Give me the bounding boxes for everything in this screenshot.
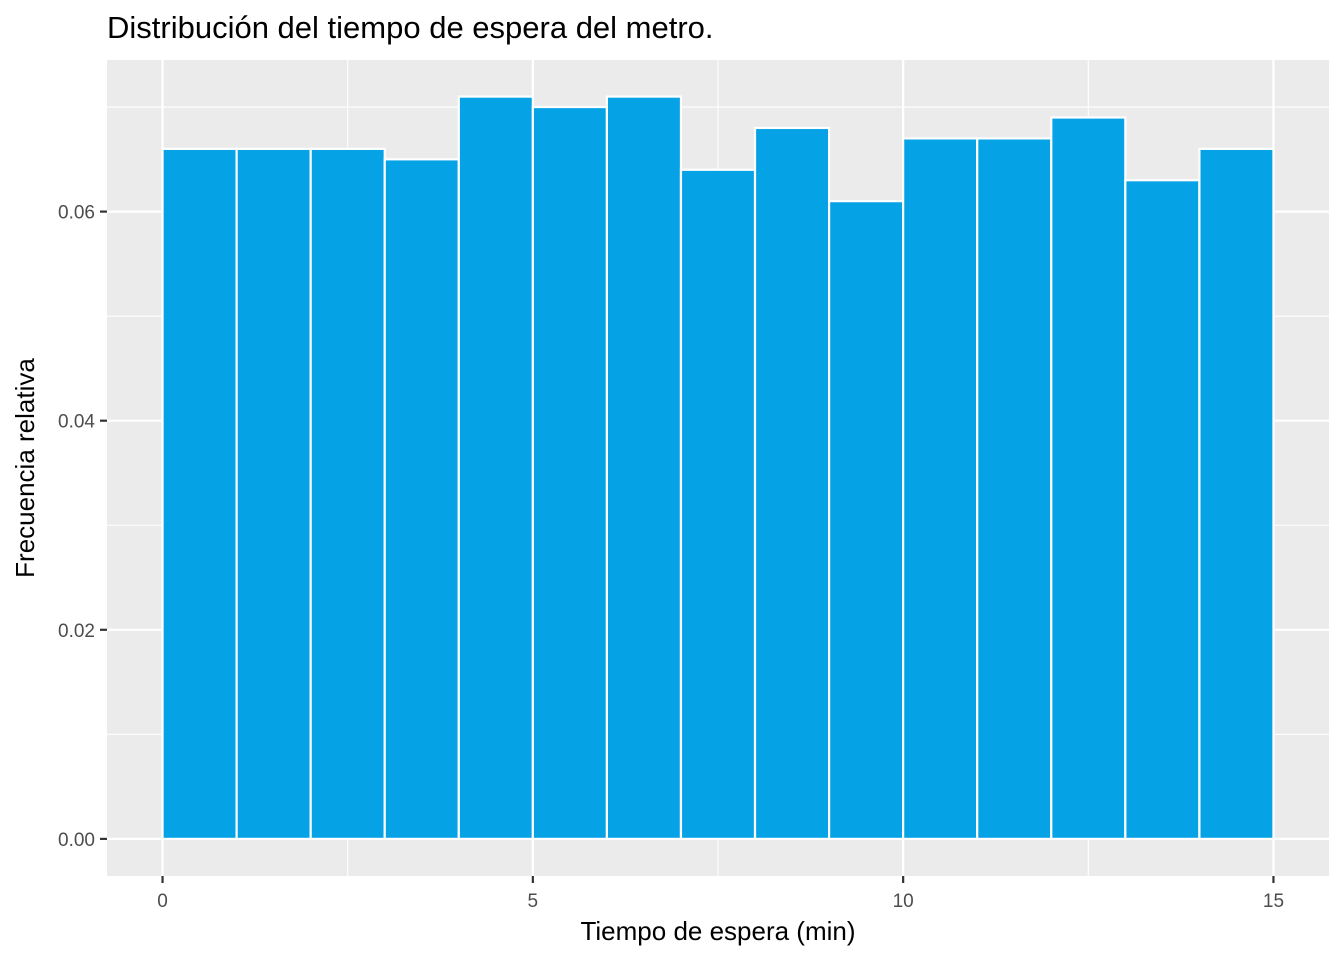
histogram-bar [753, 126, 831, 840]
y-tick-label: 0.02 [58, 621, 95, 642]
histogram-bar [827, 200, 905, 840]
chart-title: Distribución del tiempo de espera del me… [107, 10, 714, 45]
y-tick-label: 0.06 [58, 203, 95, 224]
histogram-bar [679, 168, 757, 840]
histogram-bar [976, 137, 1053, 840]
x-tick-label: 5 [528, 891, 539, 912]
y-axis-title: Frecuencia relativa [10, 358, 40, 578]
histogram-bars [161, 95, 1275, 840]
histogram-bar [457, 95, 534, 840]
x-tick-label: 10 [893, 891, 914, 912]
histogram-bar [1198, 147, 1275, 840]
histogram-bar [1124, 179, 1201, 840]
y-axis: 0.00 0.02 0.04 0.06 [58, 203, 107, 851]
histogram-bar [235, 147, 312, 840]
x-tick-label: 15 [1263, 891, 1284, 912]
histogram-bar [531, 105, 609, 840]
y-tick-label: 0.04 [58, 412, 95, 433]
histogram-bar [383, 158, 460, 840]
x-axis-title: Tiempo de espera (min) [580, 916, 855, 946]
histogram-bar [902, 137, 979, 840]
histogram-bar [605, 95, 683, 840]
histogram-bar [309, 147, 386, 840]
x-axis: 0 5 10 15 [157, 876, 1284, 912]
histogram-bar [1050, 116, 1127, 840]
y-tick-label: 0.00 [58, 830, 95, 851]
histogram-bar [161, 147, 238, 840]
x-tick-label: 0 [157, 891, 168, 912]
